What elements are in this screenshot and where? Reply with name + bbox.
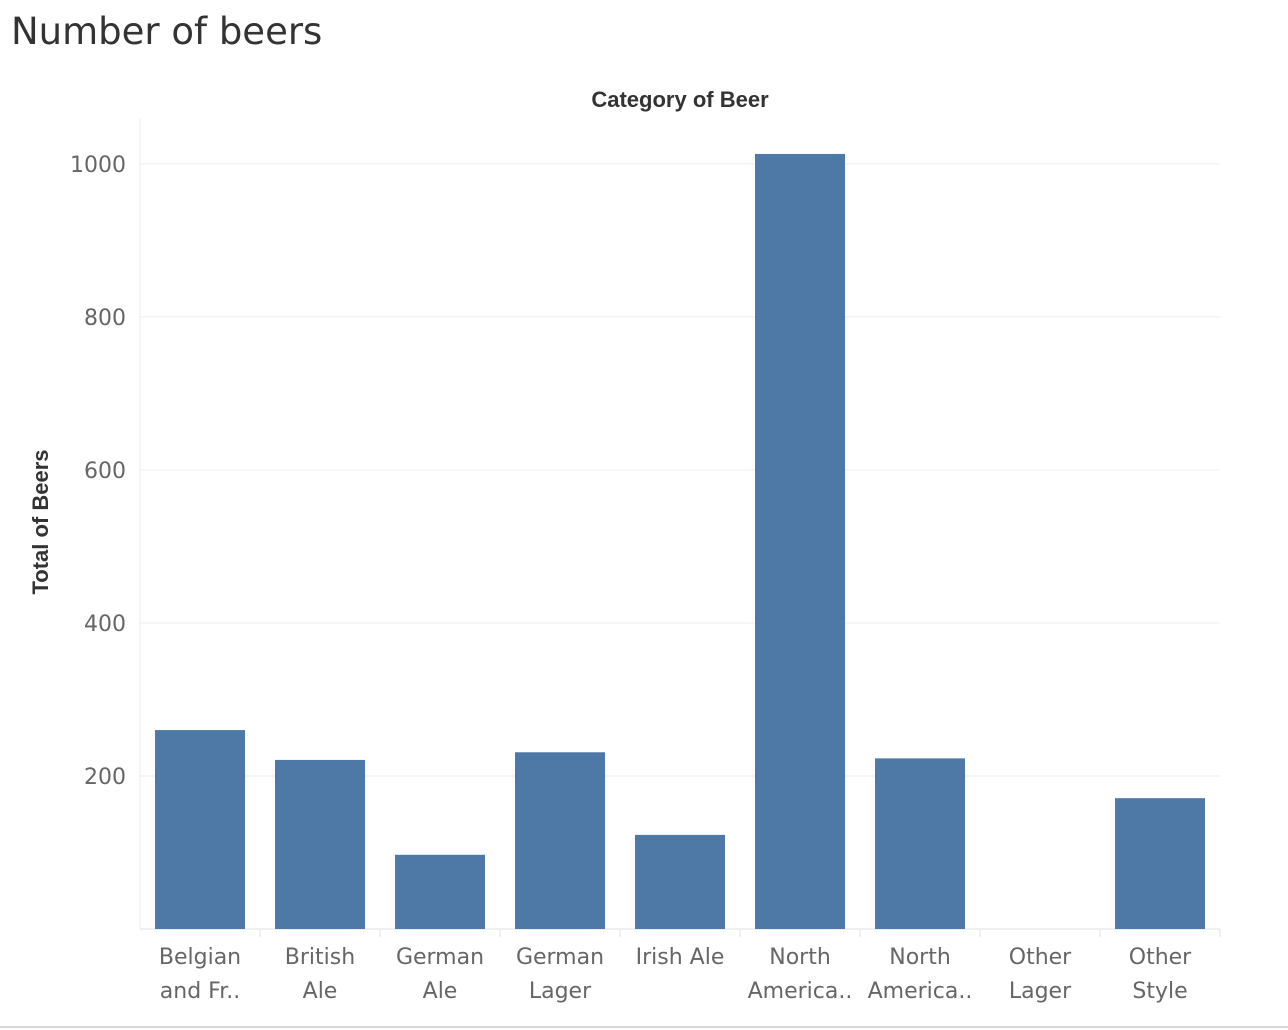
x-tick-label: Other Lager (1009, 945, 1072, 1004)
x-axis-title: Category of Beer (591, 87, 769, 112)
x-tick-label: German Ale (396, 945, 484, 1004)
y-tick-label: 200 (84, 765, 126, 790)
bar (635, 834, 725, 929)
x-tick-label: British Ale (285, 945, 355, 1004)
x-tick-label: Belgian and Fr.. (159, 945, 241, 1004)
bar (875, 758, 965, 929)
bar (1115, 798, 1205, 929)
bar (155, 730, 245, 929)
y-tick-label: 400 (84, 612, 126, 637)
x-tick-label: German Lager (516, 945, 604, 1004)
y-tick-label: 600 (84, 459, 126, 484)
y-axis-title: Total of Beers (28, 449, 53, 594)
bottom-divider (0, 1026, 1288, 1028)
y-tick-label: 1000 (70, 153, 126, 178)
bar (395, 854, 485, 929)
y-tick-label: 800 (84, 306, 126, 331)
x-axis-ticks: Belgian and Fr.. British Ale German Ale German… (159, 929, 1221, 1004)
x-tick-label: North America.. (868, 945, 973, 1004)
x-tick-label: North America.. (748, 945, 853, 1004)
x-tick-label: Other Style (1129, 945, 1192, 1004)
bar (515, 752, 605, 929)
x-tick-label: Irish Ale (636, 945, 725, 970)
bar (755, 153, 845, 930)
y-axis-ticks: 200 400 600 800 1000 (70, 153, 126, 790)
page-title: Number of beers (11, 10, 323, 53)
bar (275, 759, 365, 929)
bars (155, 153, 1205, 930)
